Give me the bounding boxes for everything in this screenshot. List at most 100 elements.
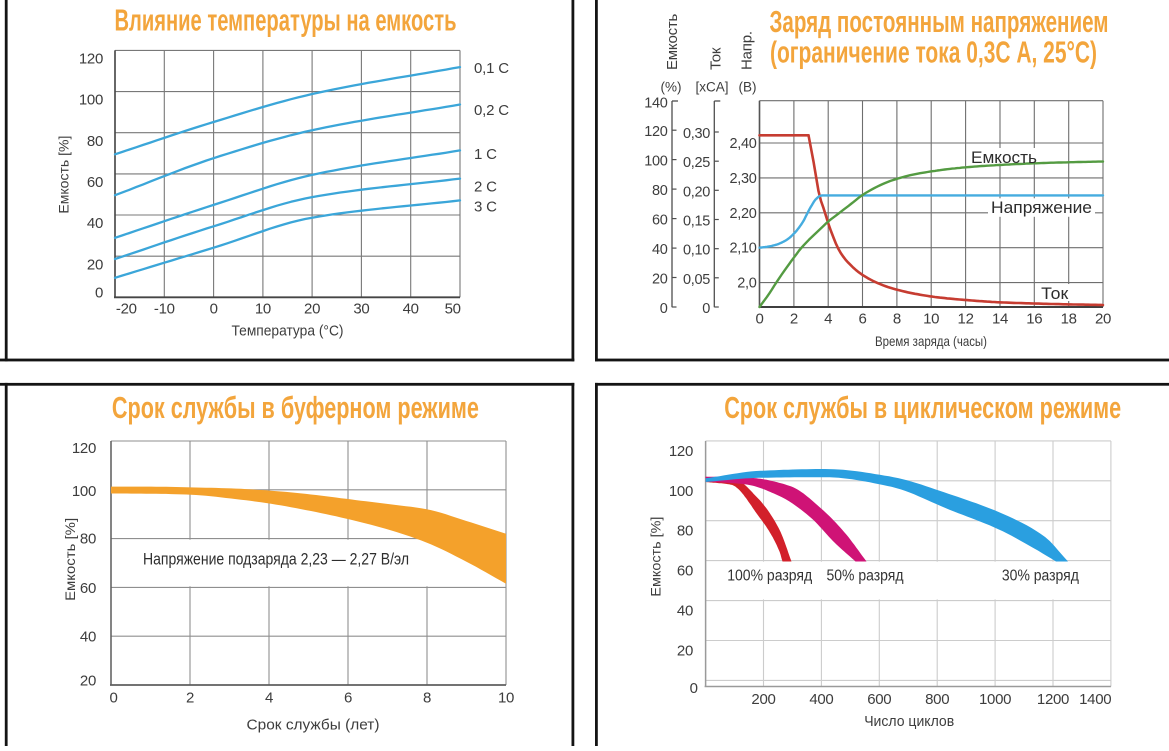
svg-text:40: 40 <box>677 603 693 620</box>
svg-text:20: 20 <box>1095 311 1111 328</box>
svg-text:20: 20 <box>677 643 693 660</box>
svg-text:60: 60 <box>87 174 103 191</box>
svg-text:14: 14 <box>992 311 1008 328</box>
svg-text:100: 100 <box>644 154 668 170</box>
svg-text:0: 0 <box>95 285 103 302</box>
svg-text:80: 80 <box>677 523 693 540</box>
svg-text:Заряд постоянным напряжением: Заряд постоянным напряжением <box>770 5 1109 39</box>
svg-text:0,15: 0,15 <box>683 214 710 230</box>
svg-text:40: 40 <box>87 215 103 232</box>
svg-text:6: 6 <box>344 690 352 707</box>
svg-text:2 C: 2 C <box>474 179 497 196</box>
svg-text:0,25: 0,25 <box>683 155 710 171</box>
svg-text:30: 30 <box>353 300 369 317</box>
svg-text:2,20: 2,20 <box>729 206 756 222</box>
svg-text:0,05: 0,05 <box>683 272 710 288</box>
svg-text:20: 20 <box>304 300 320 317</box>
svg-text:1200: 1200 <box>1037 691 1069 708</box>
svg-text:120: 120 <box>669 443 693 460</box>
svg-text:6: 6 <box>858 311 866 328</box>
svg-text:10: 10 <box>923 311 939 328</box>
svg-text:Емкость: Емкость <box>971 149 1037 167</box>
svg-text:Емкость [%]: Емкость [%] <box>647 517 663 597</box>
svg-text:20: 20 <box>87 256 103 273</box>
svg-text:Ток: Ток <box>1041 285 1069 303</box>
svg-text:(В): (В) <box>739 80 757 95</box>
svg-text:Напряжение подзаряда 2,23 — 2,: Напряжение подзаряда 2,23 — 2,27 В/эл <box>143 551 409 569</box>
svg-text:0,1 C: 0,1 C <box>474 60 509 77</box>
svg-text:Влияние температуры на емкость: Влияние температуры на емкость <box>115 4 457 38</box>
svg-text:Емкость [%]: Емкость [%] <box>56 136 72 214</box>
svg-text:4: 4 <box>824 311 832 328</box>
svg-text:Температура (°C): Температура (°C) <box>232 323 344 340</box>
svg-text:Число циклов: Число циклов <box>864 713 954 730</box>
svg-text:100: 100 <box>669 483 693 500</box>
svg-text:0: 0 <box>660 301 668 317</box>
svg-text:10: 10 <box>255 300 271 317</box>
svg-text:Емкость [%]: Емкость [%] <box>62 518 78 601</box>
svg-text:18: 18 <box>1061 311 1077 328</box>
svg-text:120: 120 <box>72 440 96 457</box>
svg-text:40: 40 <box>652 242 668 258</box>
svg-text:2,30: 2,30 <box>729 171 756 187</box>
svg-text:(%): (%) <box>661 80 682 95</box>
svg-text:Срок службы (лет): Срок службы (лет) <box>247 717 380 734</box>
svg-text:120: 120 <box>644 124 668 140</box>
svg-text:Напр.: Напр. <box>738 31 755 70</box>
svg-text:2,40: 2,40 <box>729 136 756 152</box>
svg-text:0,30: 0,30 <box>683 126 710 142</box>
svg-text:8: 8 <box>893 311 901 328</box>
svg-text:20: 20 <box>80 672 96 689</box>
svg-text:40: 40 <box>403 300 419 317</box>
svg-text:0,20: 0,20 <box>683 184 710 200</box>
svg-text:50% разряд: 50% разряд <box>827 567 904 584</box>
svg-text:400: 400 <box>809 691 833 708</box>
svg-text:200: 200 <box>751 691 775 708</box>
svg-text:100% разряд: 100% разряд <box>727 567 812 584</box>
svg-text:Срок службы в циклическом режи: Срок службы в циклическом режиме <box>724 391 1121 425</box>
svg-text:10: 10 <box>498 690 514 707</box>
svg-text:(ограничение тока 0,3С А, 25°С: (ограничение тока 0,3С А, 25°С) <box>770 36 1097 70</box>
svg-text:0: 0 <box>755 311 763 328</box>
svg-text:Емкость: Емкость <box>664 13 681 70</box>
svg-text:2: 2 <box>186 690 194 707</box>
svg-text:100: 100 <box>79 92 103 109</box>
svg-text:0,10: 0,10 <box>683 243 710 259</box>
svg-text:50: 50 <box>445 300 461 317</box>
svg-text:Время заряда (часы): Время заряда (часы) <box>875 333 987 349</box>
svg-text:Напряжение: Напряжение <box>991 199 1092 217</box>
svg-text:2,0: 2,0 <box>737 276 756 292</box>
svg-text:30% разряд: 30% разряд <box>1002 567 1079 584</box>
svg-text:100: 100 <box>72 483 96 500</box>
svg-text:1000: 1000 <box>979 691 1011 708</box>
svg-text:60: 60 <box>80 580 96 597</box>
svg-text:[xCA]: [xCA] <box>695 80 728 95</box>
svg-text:80: 80 <box>80 531 96 548</box>
svg-text:3 C: 3 C <box>474 199 497 216</box>
svg-text:8: 8 <box>423 690 431 707</box>
svg-text:2,10: 2,10 <box>729 241 756 257</box>
svg-text:80: 80 <box>652 183 668 199</box>
svg-text:80: 80 <box>87 133 103 150</box>
svg-text:-20: -20 <box>116 300 137 317</box>
svg-text:4: 4 <box>265 690 273 707</box>
svg-text:0,2 C: 0,2 C <box>474 102 509 119</box>
svg-text:12: 12 <box>958 311 974 328</box>
svg-text:1 C: 1 C <box>474 146 497 163</box>
svg-text:Ток: Ток <box>708 47 725 70</box>
svg-text:Срок службы в буферном режиме: Срок службы в буферном режиме <box>112 391 479 425</box>
svg-text:0: 0 <box>210 300 218 317</box>
svg-text:600: 600 <box>867 691 891 708</box>
svg-text:1400: 1400 <box>1079 691 1111 708</box>
svg-text:-10: -10 <box>154 300 175 317</box>
svg-text:16: 16 <box>1026 311 1042 328</box>
svg-text:140: 140 <box>644 96 668 112</box>
svg-text:0: 0 <box>690 680 698 697</box>
svg-text:20: 20 <box>652 272 668 288</box>
svg-text:800: 800 <box>925 691 949 708</box>
svg-text:0: 0 <box>702 301 710 317</box>
svg-text:0: 0 <box>109 690 117 707</box>
svg-text:120: 120 <box>79 50 103 67</box>
svg-text:2: 2 <box>790 311 798 328</box>
svg-text:60: 60 <box>677 563 693 580</box>
